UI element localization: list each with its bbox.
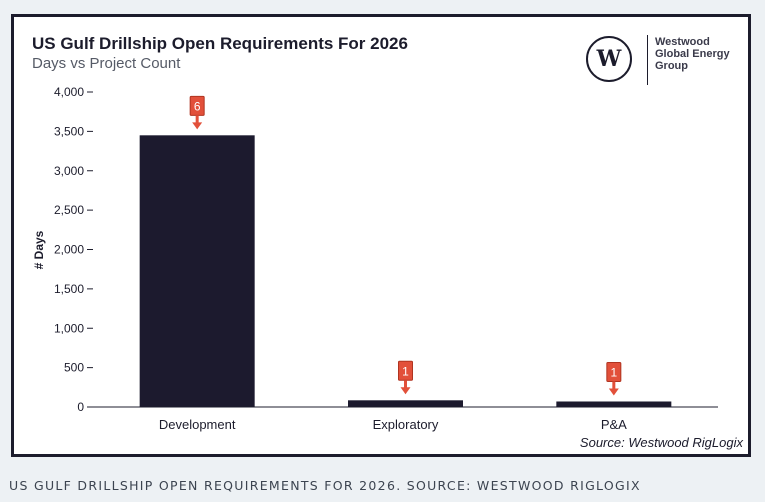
chart-card: US Gulf Drillship Open Requirements For …	[11, 14, 751, 457]
westwood-logo-mark: W	[586, 36, 632, 82]
y-axis-label: # Days	[32, 230, 46, 269]
marker-arrow-head	[608, 388, 619, 396]
marker-count-label: 6	[194, 99, 201, 113]
chart-subtitle: Days vs Project Count	[32, 55, 181, 72]
count-markers: 6 1 1	[189, 95, 622, 396]
marker-arrow-head	[192, 122, 203, 130]
count-marker: 1	[606, 361, 622, 396]
figure-caption: US GULF DRILLSHIP OPEN REQUIREMENTS FOR …	[9, 478, 641, 493]
source-note: Source: Westwood RigLogix	[580, 435, 744, 450]
marker-arrow-shaft	[612, 381, 616, 392]
bar	[556, 401, 672, 407]
logo-line-1: Westwood	[655, 36, 710, 48]
marker-count-label: 1	[610, 365, 617, 379]
marker-arrow-shaft	[195, 115, 199, 126]
y-axis-ticks: 0 500 1,000 1,500 2,000 2,500 3,000 3,500 4,000	[54, 85, 93, 414]
y-tick-label: 1,500	[54, 282, 84, 296]
logo-line-2: Global Energy	[655, 48, 730, 60]
y-tick-label: 3,000	[54, 164, 84, 178]
marker-arrow-head	[400, 387, 411, 395]
bar-chart: # Days 0 500 1,000 1,500 2,000 2,500 3,000 3,50…	[32, 85, 744, 450]
bar	[139, 135, 255, 407]
x-tick-label: P&A	[601, 417, 627, 432]
y-tick-label: 2,000	[54, 243, 84, 257]
marker-count-label: 1	[402, 364, 409, 378]
logo-mark-letter: W	[596, 46, 622, 72]
x-tick-label: Exploratory	[373, 417, 439, 432]
westwood-logo-text: Westwood Global Energy Group	[655, 36, 751, 72]
count-marker: 1	[398, 360, 413, 395]
bars	[139, 135, 672, 407]
y-tick-label: 2,500	[54, 203, 84, 217]
chart-title: US Gulf Drillship Open Requirements For …	[32, 34, 408, 53]
y-tick-label: 0	[77, 400, 84, 414]
y-tick-label: 3,500	[54, 124, 84, 138]
logo-line-3: Group	[655, 60, 688, 72]
y-tick-label: 1,000	[54, 321, 84, 335]
x-tick-label: Development	[159, 417, 236, 432]
logo-divider	[647, 35, 648, 85]
marker-arrow-shaft	[404, 380, 407, 391]
y-tick-label: 500	[64, 361, 84, 375]
x-axis-labels: Development Exploratory P&A	[159, 417, 627, 432]
bar	[348, 400, 463, 407]
y-tick-label: 4,000	[54, 85, 84, 99]
count-marker: 6	[189, 95, 205, 130]
